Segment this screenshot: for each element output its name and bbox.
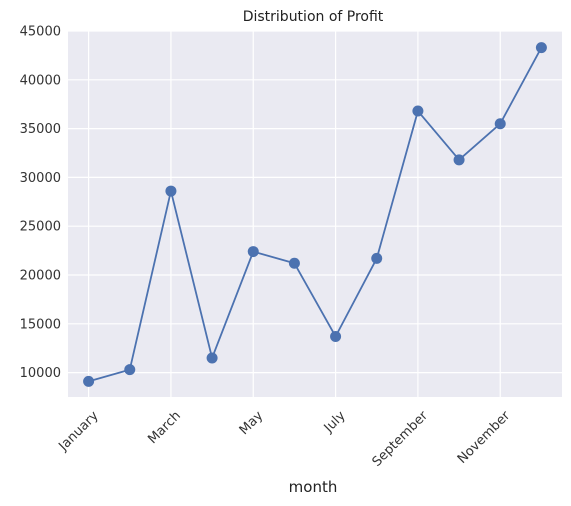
series-line: [88, 47, 543, 383]
plot-area: [68, 31, 562, 397]
y-tick-label: 20000: [20, 269, 61, 284]
y-tick-label: 40000: [20, 73, 61, 88]
data-point: [206, 352, 218, 364]
data-point: [288, 257, 300, 269]
y-tick-label: 15000: [20, 317, 61, 332]
data-point: [83, 375, 95, 387]
y-tick-label: 30000: [20, 171, 61, 186]
data-series: [83, 42, 547, 387]
x-tick-label: May: [237, 408, 267, 438]
y-tick-label: 25000: [20, 220, 61, 235]
data-point: [412, 105, 424, 117]
data-point: [247, 246, 259, 258]
x-tick-label: January: [55, 408, 101, 454]
y-axis: 10000 15000 20000 25000 30000 35000 40000 45000: [20, 25, 61, 382]
y-tick-label: 10000: [20, 366, 61, 381]
chart-title: Distribution of Profit: [243, 9, 384, 25]
x-tick-label: September: [370, 408, 432, 470]
data-point: [330, 330, 342, 342]
data-point: [494, 118, 506, 130]
data-point: [165, 185, 177, 197]
x-axis: January March May July September November: [55, 408, 513, 470]
y-tick-label: 45000: [20, 25, 61, 40]
data-point: [453, 154, 465, 166]
data-point: [535, 42, 547, 54]
data-point: [371, 252, 383, 264]
x-tick-label: November: [455, 408, 514, 467]
x-axis-label: month: [289, 478, 338, 496]
data-point: [124, 364, 136, 376]
y-tick-label: 35000: [20, 122, 61, 137]
grid-lines: [68, 30, 562, 397]
x-tick-label: March: [145, 408, 184, 447]
x-tick-label: July: [321, 408, 349, 436]
